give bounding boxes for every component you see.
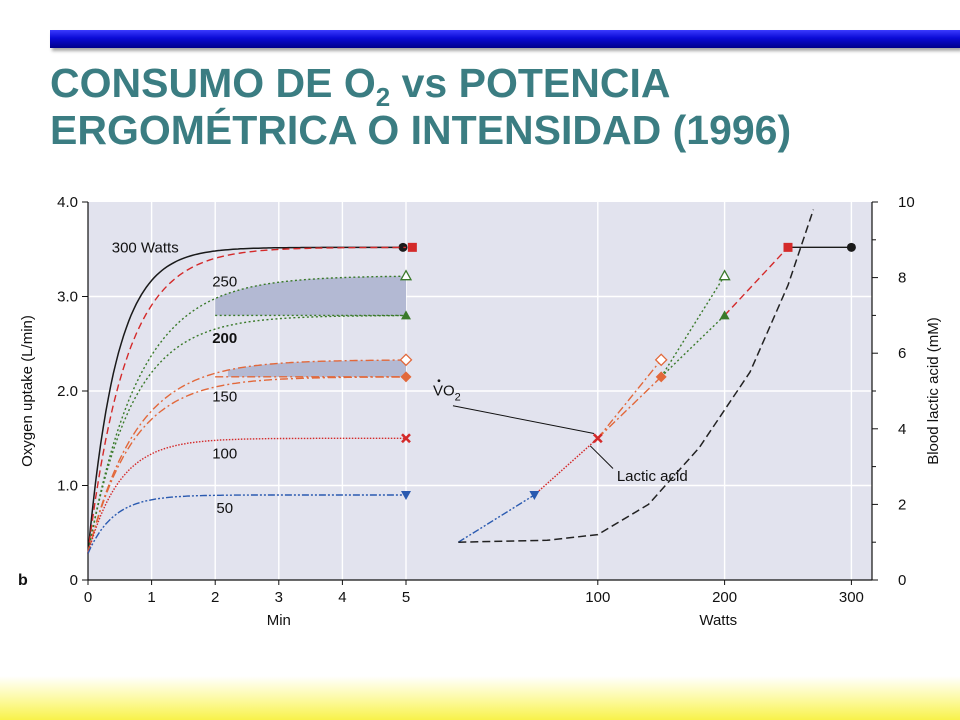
series-line-6 bbox=[87, 376, 406, 554]
curve-label-4: 150 bbox=[212, 389, 237, 406]
y-tick-label: 3.0 bbox=[57, 289, 78, 306]
y-tick-label: 1.0 bbox=[57, 478, 78, 495]
vo2-segment-1 bbox=[457, 494, 535, 543]
x-tick-label-watts: 100 bbox=[585, 589, 610, 606]
slide-title: CONSUMO DE O2 vs POTENCIA ERGOMÉTRICA O … bbox=[50, 60, 950, 154]
slide-title-line-1: CONSUMO DE O2 vs POTENCIA bbox=[50, 60, 950, 110]
x-tick-label-min: 3 bbox=[275, 589, 283, 606]
vo2-marker-2 bbox=[529, 490, 540, 500]
slide-title-line-2: ERGOMÉTRICA O INTENSIDAD (1996) bbox=[50, 107, 792, 153]
end-marker-5 bbox=[399, 353, 413, 367]
x-tick-label-watts: 200 bbox=[712, 589, 737, 606]
vo2-upper-marker-2 bbox=[718, 269, 731, 281]
end-marker-1 bbox=[398, 242, 408, 252]
x-tick-label-min: 4 bbox=[338, 589, 346, 606]
y-axis-title-right: Blood lactic acid (mM) bbox=[925, 317, 942, 465]
vo2-segment-4 bbox=[660, 314, 726, 378]
vo2-segment-3 bbox=[597, 376, 662, 439]
vo2-leader-line bbox=[452, 405, 595, 435]
y-right-tick-label: 6 bbox=[898, 345, 906, 362]
vo2-upper-segment-1 bbox=[597, 359, 662, 439]
end-marker-3 bbox=[399, 269, 413, 281]
vo2-dot bbox=[437, 379, 441, 383]
series-line-7 bbox=[87, 437, 406, 554]
vo2-marker-6 bbox=[783, 242, 793, 252]
series-line-4 bbox=[87, 314, 406, 554]
y-axis-title-left: Oxygen uptake (L/min) bbox=[19, 315, 36, 467]
vo2-marker-5 bbox=[719, 310, 730, 320]
title-subscript: 2 bbox=[375, 82, 391, 112]
curve-label-6: 50 bbox=[216, 500, 233, 517]
y-right-tick-label: 10 bbox=[898, 194, 915, 211]
curve-label-3: 200 bbox=[212, 330, 237, 347]
vo2-marker-3 bbox=[592, 433, 603, 444]
title-accent-bar bbox=[50, 30, 960, 48]
series-line-2 bbox=[87, 246, 406, 554]
curve-label-5: 100 bbox=[212, 445, 237, 462]
y-tick-label: 4.0 bbox=[57, 194, 78, 211]
x-axis-title-watts: Watts bbox=[699, 612, 737, 629]
lactic-acid-annotation: Lactic acid bbox=[617, 468, 688, 485]
end-marker-6 bbox=[400, 371, 412, 383]
vo2-annotation-sub: 2 bbox=[455, 392, 461, 404]
vo2-annotation: VO2 bbox=[433, 383, 461, 404]
x-tick-label-watts: 300 bbox=[839, 589, 864, 606]
vo2-segment-2 bbox=[533, 437, 599, 496]
shaded-region-1 bbox=[215, 276, 406, 316]
y-right-tick-label: 0 bbox=[898, 572, 906, 589]
y-right-tick-label: 8 bbox=[898, 270, 906, 287]
series-line-5 bbox=[87, 359, 406, 554]
vo2-marker-7 bbox=[846, 242, 856, 252]
x-tick-label-min: 1 bbox=[147, 589, 155, 606]
lactic-leader-line bbox=[589, 445, 614, 469]
x-axis-title-min: Min bbox=[267, 612, 291, 629]
y-tick-label: 2.0 bbox=[57, 383, 78, 400]
series-line-3 bbox=[87, 275, 407, 554]
title-text-prefix: CONSUMO DE O bbox=[50, 60, 376, 106]
x-tick-label-min: 2 bbox=[211, 589, 219, 606]
footer-band bbox=[0, 676, 960, 720]
x-tick-label-min: 5 bbox=[402, 589, 410, 606]
lactic-acid-curve bbox=[458, 209, 815, 543]
vo2-segment-5 bbox=[724, 246, 789, 316]
y-tick-label: 0 bbox=[70, 572, 78, 589]
end-marker-2 bbox=[407, 242, 417, 252]
curve-label-2: 250 bbox=[212, 273, 237, 290]
curve-label-1: 300 Watts bbox=[112, 239, 179, 256]
title-text-suffix: vs POTENCIA bbox=[390, 60, 671, 106]
vo2-upper-marker-1 bbox=[654, 353, 668, 367]
y-right-tick-label: 4 bbox=[898, 421, 906, 438]
y-right-tick-label: 2 bbox=[898, 496, 906, 513]
x-tick-label-min: 0 bbox=[84, 589, 92, 606]
panel-label: b bbox=[18, 572, 28, 589]
vo2-marker-4 bbox=[655, 371, 667, 383]
vo2-upper-segment-2 bbox=[660, 275, 726, 378]
end-marker-7 bbox=[401, 433, 411, 444]
end-marker-8 bbox=[401, 490, 411, 500]
series-line-8 bbox=[87, 494, 406, 554]
